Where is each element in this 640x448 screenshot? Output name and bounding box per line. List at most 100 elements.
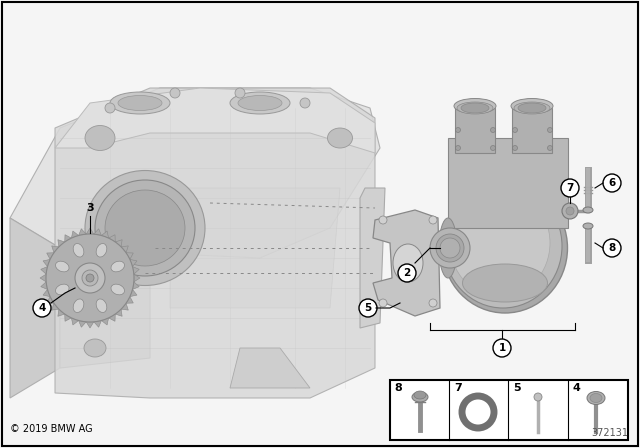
Polygon shape: [121, 246, 128, 253]
Ellipse shape: [95, 180, 195, 276]
Ellipse shape: [590, 393, 602, 402]
Polygon shape: [55, 88, 375, 153]
Polygon shape: [86, 322, 94, 328]
Polygon shape: [360, 188, 385, 328]
Circle shape: [429, 299, 437, 307]
Ellipse shape: [511, 99, 553, 113]
Polygon shape: [115, 309, 122, 316]
Ellipse shape: [85, 171, 205, 285]
Circle shape: [86, 274, 94, 282]
Circle shape: [513, 128, 518, 133]
Ellipse shape: [583, 207, 593, 213]
Text: 6: 6: [609, 178, 616, 188]
Polygon shape: [130, 259, 137, 267]
Polygon shape: [72, 231, 79, 238]
Ellipse shape: [73, 299, 84, 312]
Ellipse shape: [450, 189, 550, 297]
Circle shape: [566, 207, 574, 215]
Polygon shape: [47, 297, 54, 303]
Polygon shape: [121, 303, 128, 310]
Circle shape: [429, 216, 437, 224]
Ellipse shape: [230, 92, 290, 114]
Polygon shape: [40, 274, 46, 282]
Polygon shape: [52, 303, 59, 310]
Ellipse shape: [514, 102, 550, 114]
Polygon shape: [101, 318, 109, 325]
Ellipse shape: [105, 190, 185, 266]
Circle shape: [440, 238, 460, 258]
Text: 5: 5: [513, 383, 521, 393]
Ellipse shape: [439, 218, 457, 278]
Circle shape: [46, 234, 134, 322]
Circle shape: [603, 239, 621, 257]
Polygon shape: [109, 314, 115, 321]
Polygon shape: [55, 88, 375, 398]
Polygon shape: [94, 229, 101, 236]
Polygon shape: [58, 309, 65, 316]
Ellipse shape: [96, 244, 107, 257]
Polygon shape: [101, 231, 109, 238]
Text: 4: 4: [38, 303, 45, 313]
Text: 1: 1: [499, 343, 506, 353]
Text: 8: 8: [394, 383, 402, 393]
Polygon shape: [52, 246, 59, 253]
Polygon shape: [373, 210, 440, 316]
Ellipse shape: [73, 244, 84, 257]
Ellipse shape: [583, 223, 593, 229]
Polygon shape: [10, 218, 60, 398]
Ellipse shape: [111, 284, 124, 295]
Ellipse shape: [587, 392, 605, 405]
Ellipse shape: [414, 391, 426, 399]
Polygon shape: [47, 253, 54, 259]
Circle shape: [562, 203, 578, 219]
Polygon shape: [10, 88, 380, 258]
Circle shape: [379, 299, 387, 307]
Ellipse shape: [454, 99, 496, 113]
Text: 7: 7: [566, 183, 573, 193]
Ellipse shape: [85, 125, 115, 151]
Circle shape: [235, 88, 245, 98]
Ellipse shape: [84, 339, 106, 357]
Circle shape: [493, 339, 511, 357]
Polygon shape: [58, 240, 65, 247]
Polygon shape: [130, 289, 137, 297]
Text: 8: 8: [609, 243, 616, 253]
Polygon shape: [126, 253, 133, 259]
Text: © 2019 BMW AG: © 2019 BMW AG: [10, 424, 93, 434]
Ellipse shape: [444, 184, 562, 308]
Text: 7: 7: [454, 383, 462, 393]
Circle shape: [75, 263, 105, 293]
Polygon shape: [86, 228, 94, 234]
Polygon shape: [109, 235, 115, 242]
Ellipse shape: [463, 264, 547, 302]
Polygon shape: [72, 318, 79, 325]
Circle shape: [603, 174, 621, 192]
Circle shape: [547, 146, 552, 151]
Polygon shape: [41, 267, 47, 274]
Polygon shape: [230, 348, 310, 388]
Polygon shape: [132, 267, 140, 274]
Polygon shape: [60, 248, 150, 368]
Ellipse shape: [457, 102, 493, 114]
Polygon shape: [115, 240, 122, 247]
Polygon shape: [79, 320, 86, 327]
Circle shape: [456, 128, 461, 133]
Ellipse shape: [111, 261, 124, 272]
Circle shape: [82, 270, 98, 286]
Bar: [455, 108, 495, 153]
Circle shape: [359, 299, 377, 317]
Circle shape: [547, 128, 552, 133]
Polygon shape: [65, 235, 72, 242]
Circle shape: [456, 146, 461, 151]
Polygon shape: [134, 274, 140, 282]
Ellipse shape: [430, 228, 470, 268]
Ellipse shape: [96, 299, 107, 312]
Circle shape: [300, 98, 310, 108]
Polygon shape: [132, 282, 140, 289]
Polygon shape: [65, 314, 72, 321]
Polygon shape: [43, 259, 50, 267]
Ellipse shape: [238, 95, 282, 111]
Circle shape: [170, 88, 180, 98]
Ellipse shape: [436, 234, 464, 262]
Ellipse shape: [56, 284, 69, 295]
